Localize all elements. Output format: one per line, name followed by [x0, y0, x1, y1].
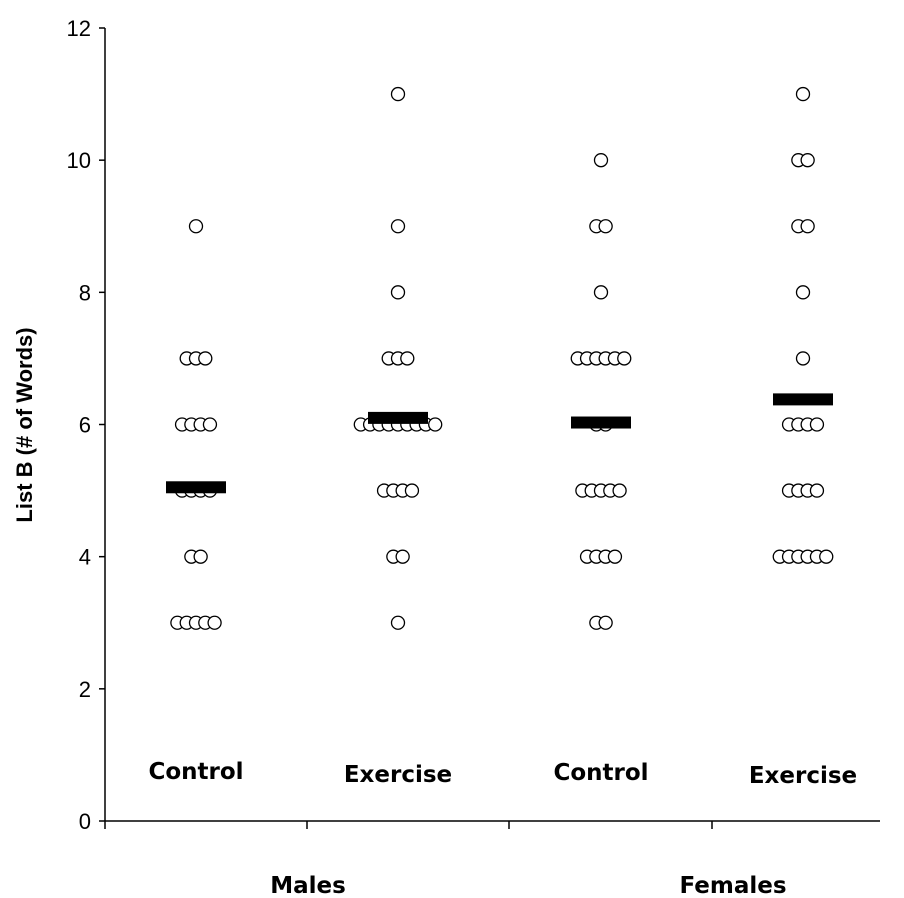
group-label: Exercise: [749, 763, 857, 789]
mean-bar: [571, 416, 631, 429]
y-axis: 0 2 4 6 8 10 12: [67, 16, 106, 834]
data-point: [202, 417, 218, 432]
data-point: [193, 549, 208, 564]
data-point: [198, 351, 213, 366]
mean-bar: [166, 481, 226, 494]
data-point: [809, 417, 825, 432]
data-point: [395, 549, 410, 564]
y-tick-label: 0: [79, 809, 91, 834]
data-point: [593, 153, 609, 168]
data-point: [404, 483, 420, 498]
data-point: [795, 351, 811, 366]
data-point: [612, 483, 627, 498]
data-point: [819, 549, 834, 564]
data-point: [800, 219, 815, 234]
data-point: [593, 285, 609, 300]
data-points: [170, 86, 834, 630]
data-point: [400, 351, 415, 366]
group-label: Control: [553, 760, 648, 786]
mean-bar: [368, 411, 428, 424]
y-tick-label: 10: [67, 148, 91, 173]
data-point: [428, 417, 443, 432]
data-point: [390, 285, 406, 300]
data-point: [607, 549, 623, 564]
data-point: [390, 86, 406, 102]
major-category-label: Females: [679, 873, 786, 898]
data-point: [809, 483, 825, 498]
group-label: Exercise: [344, 762, 452, 788]
data-point: [795, 86, 811, 102]
data-point: [617, 351, 632, 366]
major-category-label: Males: [270, 873, 346, 898]
data-point: [188, 219, 204, 234]
data-point: [800, 153, 815, 168]
mean-bar: [773, 393, 833, 406]
y-axis-label: List B (# of Words): [12, 327, 37, 522]
data-point: [390, 615, 406, 630]
y-tick-label: 12: [67, 16, 91, 41]
data-point: [207, 615, 222, 630]
y-tick-label: 6: [79, 413, 91, 438]
group-label: Control: [148, 759, 243, 785]
mean-bars: [166, 393, 833, 494]
data-point: [795, 285, 811, 300]
data-point: [390, 219, 406, 234]
y-tick-label: 8: [79, 280, 91, 305]
data-point: [598, 615, 613, 630]
y-tick-label: 2: [79, 677, 91, 702]
y-tick-label: 4: [79, 545, 91, 570]
category-labels: Control Exercise Control Exercise Males Femal…: [148, 759, 857, 898]
x-axis: [104, 820, 880, 829]
data-point: [598, 219, 613, 234]
